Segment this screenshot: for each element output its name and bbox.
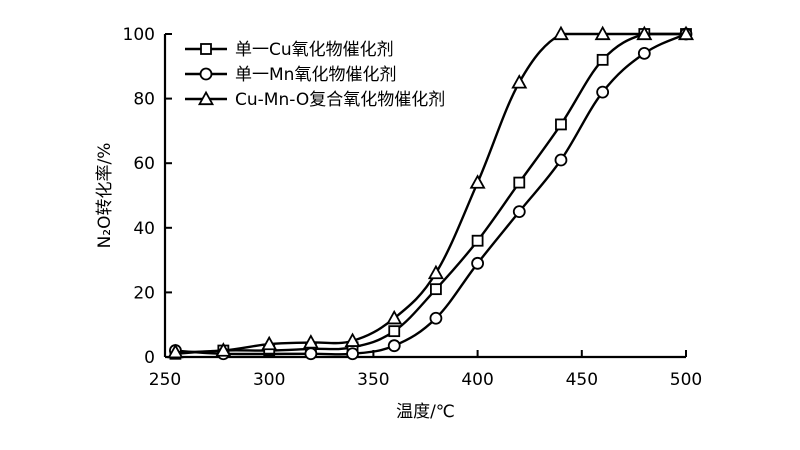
data-point-triangle [427, 264, 444, 280]
data-point-square [388, 325, 401, 338]
legend-label: 单一Cu氧化物催化剂 [235, 40, 394, 60]
y-tick-label: 60 [133, 154, 155, 174]
series-triangle [167, 25, 695, 359]
y-tick-label: 20 [133, 283, 155, 303]
y-tick-label: 40 [133, 219, 155, 239]
data-point-triangle [344, 332, 361, 347]
data-point-square [555, 118, 567, 131]
x-tick-label: 500 [670, 370, 702, 390]
x-tick-label: 250 [149, 370, 181, 390]
legend-marker-triangle [197, 90, 215, 106]
x-axis-title: 温度/℃ [396, 402, 455, 422]
y-tick-label: 80 [133, 90, 155, 110]
data-point-circle [554, 153, 568, 167]
x-tick-label: 400 [461, 370, 493, 390]
legend-label: Cu-Mn-O复合氧化物催化剂 [235, 90, 445, 110]
data-point-triangle [511, 74, 528, 89]
data-point-circle [387, 339, 401, 353]
data-point-circle [512, 205, 526, 219]
data-point-circle [429, 311, 443, 325]
y-tick-label: 100 [123, 25, 155, 45]
series-group [167, 25, 695, 361]
data-point-triangle [594, 25, 611, 41]
data-point-square [430, 283, 442, 296]
y-tick-label: 0 [144, 348, 155, 368]
x-tick-label: 300 [253, 370, 285, 390]
data-point-square [596, 53, 609, 66]
data-point-circle [637, 46, 651, 60]
x-tick-label: 450 [566, 370, 598, 390]
data-point-triangle [215, 342, 232, 357]
data-point-circle [596, 85, 610, 99]
data-point-triangle [636, 25, 653, 41]
data-point-triangle [677, 25, 695, 41]
data-point-triangle [167, 343, 184, 359]
data-point-square [513, 176, 526, 189]
data-point-circle [304, 347, 318, 361]
legend-item: 单一Cu氧化物催化剂 [185, 40, 394, 60]
data-point-triangle [469, 174, 486, 189]
data-point-triangle [386, 309, 403, 325]
data-point-circle [471, 256, 485, 270]
data-point-square [471, 234, 484, 247]
legend-marker-circle [199, 67, 213, 81]
data-point-circle [346, 347, 359, 361]
axes: 250 300 350 400 450 500 0 20 40 60 80 100 [123, 25, 703, 390]
legend-label: 单一Mn氧化物催化剂 [235, 65, 396, 85]
data-point-triangle [552, 25, 569, 41]
legend-item: 单一Mn氧化物催化剂 [185, 65, 396, 85]
legend-item: Cu-Mn-O复合氧化物催化剂 [185, 90, 445, 110]
y-axis-title: N₂O转化率/% [95, 143, 115, 249]
data-point-triangle [261, 335, 278, 351]
legend-marker-square [200, 43, 212, 55]
x-tick-label: 350 [357, 370, 389, 390]
data-point-triangle [302, 334, 319, 349]
